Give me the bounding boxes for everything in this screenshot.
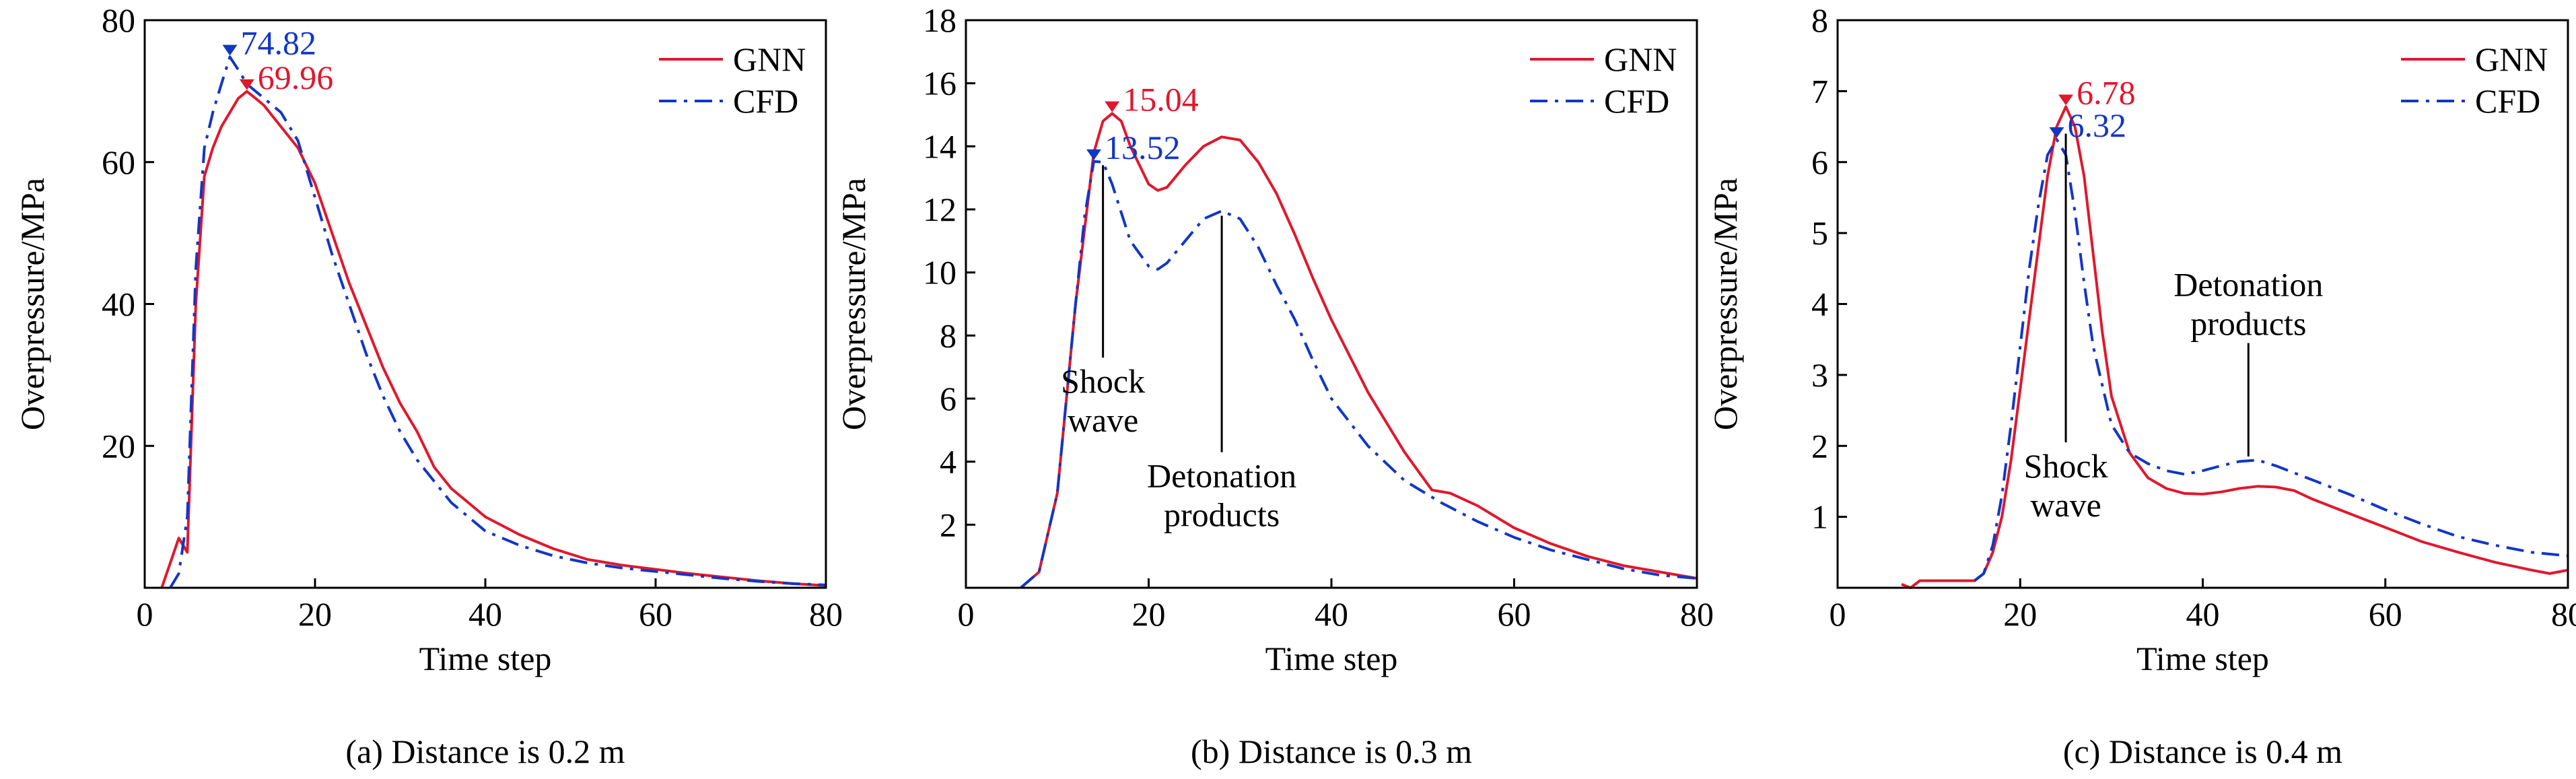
legend-label-gnn: GNN bbox=[2475, 40, 2548, 78]
peak-marker bbox=[1105, 101, 1120, 112]
peak-value-label: 13.52 bbox=[1105, 129, 1181, 166]
legend-label-gnn: GNN bbox=[733, 40, 806, 78]
y-tick-label: 40 bbox=[102, 285, 135, 323]
series-line-gnn bbox=[1901, 105, 2569, 589]
x-tick-label: 40 bbox=[1315, 595, 1348, 633]
y-tick-label: 16 bbox=[923, 65, 956, 102]
x-tick-label: 20 bbox=[298, 595, 332, 633]
legend-label-cfd: CFD bbox=[733, 82, 798, 120]
peak-marker bbox=[222, 44, 238, 56]
peak-marker bbox=[239, 79, 254, 90]
x-tick-label: 40 bbox=[468, 595, 502, 633]
peak-value-label: 69.96 bbox=[258, 59, 334, 96]
callout-text: wave bbox=[2030, 486, 2101, 524]
x-tick-label: 80 bbox=[809, 595, 843, 633]
x-tick-label: 40 bbox=[2186, 595, 2220, 633]
x-tick-label: 60 bbox=[1498, 595, 1531, 633]
peak-marker bbox=[2058, 94, 2074, 106]
series-line-cfd bbox=[1020, 160, 1698, 589]
y-tick-label: 2 bbox=[940, 506, 956, 543]
y-tick-label: 1 bbox=[1811, 498, 1828, 536]
x-axis-label: Time step bbox=[2136, 640, 2269, 677]
x-axis-label: Time step bbox=[1265, 640, 1398, 677]
x-tick-label: 0 bbox=[137, 595, 153, 633]
y-tick-label: 6 bbox=[940, 380, 956, 417]
y-axis-label: Overpressure/MPa bbox=[835, 178, 872, 430]
legend: GNN CFD bbox=[1530, 40, 1677, 120]
x-tick-label: 0 bbox=[958, 595, 975, 633]
y-tick-label: 8 bbox=[1811, 1, 1828, 39]
y-tick-label: 60 bbox=[102, 143, 135, 181]
y-tick-label: 20 bbox=[102, 427, 135, 465]
peak-value-label: 6.78 bbox=[2077, 74, 2136, 112]
callout-text: Detonation bbox=[1147, 457, 1296, 495]
x-tick-label: 80 bbox=[2551, 595, 2576, 633]
callout-text: Detonation bbox=[2173, 265, 2323, 303]
callout-text: products bbox=[1164, 496, 1280, 534]
y-tick-label: 12 bbox=[923, 191, 956, 228]
y-tick-label: 2 bbox=[1811, 427, 1828, 465]
callout-text: Shock bbox=[1061, 362, 1145, 400]
series-line-cfd bbox=[169, 55, 827, 589]
callout-text: wave bbox=[1068, 401, 1139, 439]
y-tick-label: 7 bbox=[1811, 72, 1828, 110]
peak-marker bbox=[2049, 127, 2064, 139]
legend-label-cfd: CFD bbox=[1604, 82, 1669, 120]
y-tick-label: 3 bbox=[1811, 356, 1828, 394]
y-axis-label: Overpressure/MPa bbox=[13, 178, 51, 430]
legend: GNN CFD bbox=[659, 40, 806, 120]
plot-frame bbox=[143, 19, 827, 589]
y-tick-label: 80 bbox=[102, 1, 135, 39]
x-axis-label: Time step bbox=[419, 640, 552, 677]
x-tick-label: 20 bbox=[1132, 595, 1166, 633]
panel-caption: (b) Distance is 0.3 m bbox=[1191, 733, 1472, 770]
y-tick-label: 4 bbox=[940, 443, 956, 481]
peak-marker bbox=[1086, 149, 1102, 160]
x-tick-label: 60 bbox=[2369, 595, 2402, 633]
y-tick-label: 5 bbox=[1811, 214, 1828, 252]
panel-caption: (a) Distance is 0.2 m bbox=[345, 733, 625, 770]
legend: GNN CFD bbox=[2401, 40, 2548, 120]
series-line-cfd bbox=[1974, 138, 2569, 582]
y-tick-label: 8 bbox=[940, 316, 956, 354]
peak-value-label: 74.82 bbox=[241, 24, 317, 62]
callout-text: products bbox=[2190, 304, 2306, 342]
callout-text: Shock bbox=[2024, 447, 2108, 485]
peak-value-label: 6.32 bbox=[2068, 106, 2127, 144]
x-tick-label: 0 bbox=[1830, 595, 1846, 633]
y-tick-label: 6 bbox=[1811, 143, 1828, 181]
peak-value-label: 15.04 bbox=[1123, 81, 1199, 118]
legend-label-gnn: GNN bbox=[1604, 40, 1677, 78]
y-tick-label: 18 bbox=[923, 1, 956, 39]
x-tick-label: 80 bbox=[1680, 595, 1714, 633]
x-tick-label: 20 bbox=[2003, 595, 2037, 633]
x-tick-label: 60 bbox=[639, 595, 672, 633]
y-tick-label: 10 bbox=[923, 254, 956, 292]
series-line-gnn bbox=[1020, 112, 1698, 589]
panel-caption: (c) Distance is 0.4 m bbox=[2063, 733, 2342, 770]
y-tick-label: 4 bbox=[1811, 285, 1828, 323]
y-tick-label: 14 bbox=[923, 127, 956, 165]
series-line-gnn bbox=[160, 90, 827, 588]
legend-label-cfd: CFD bbox=[2475, 82, 2540, 120]
y-axis-label: Overpressure/MPa bbox=[1706, 178, 1744, 430]
